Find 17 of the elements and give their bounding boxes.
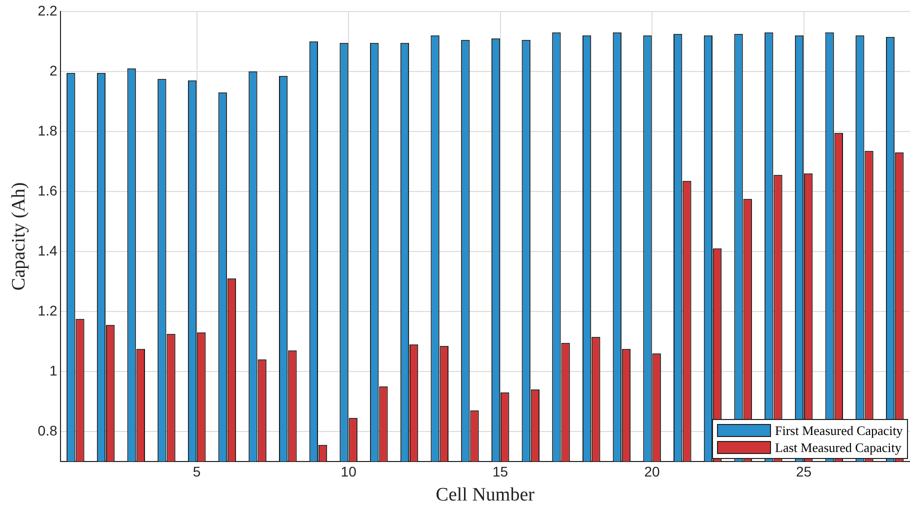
x-tick-label: 5: [192, 464, 201, 480]
y-tick-label: 2: [49, 62, 58, 78]
legend-label: First Measured Capacity: [775, 422, 903, 439]
y-tick-label: 1: [49, 362, 58, 378]
x-axis-title: Cell Number: [436, 484, 536, 506]
legend-label: Last Measured Capacity: [775, 440, 902, 456]
x-tick-label: 20: [644, 464, 660, 480]
y-tick-label: 0.8: [38, 422, 58, 438]
y-tick-label: 1.4: [38, 242, 58, 258]
y-tick-label: 1.6: [38, 182, 58, 198]
x-tick-label: 15: [492, 464, 508, 480]
y-tick-label: 1.8: [38, 122, 58, 138]
y-tick-label: 2.2: [38, 2, 58, 18]
y-tick-label: 1.2: [38, 302, 58, 318]
x-tick-label: 10: [340, 464, 357, 480]
x-tick-label: 25: [796, 464, 812, 480]
y-axis-title: Capacity (Ah): [8, 182, 30, 290]
